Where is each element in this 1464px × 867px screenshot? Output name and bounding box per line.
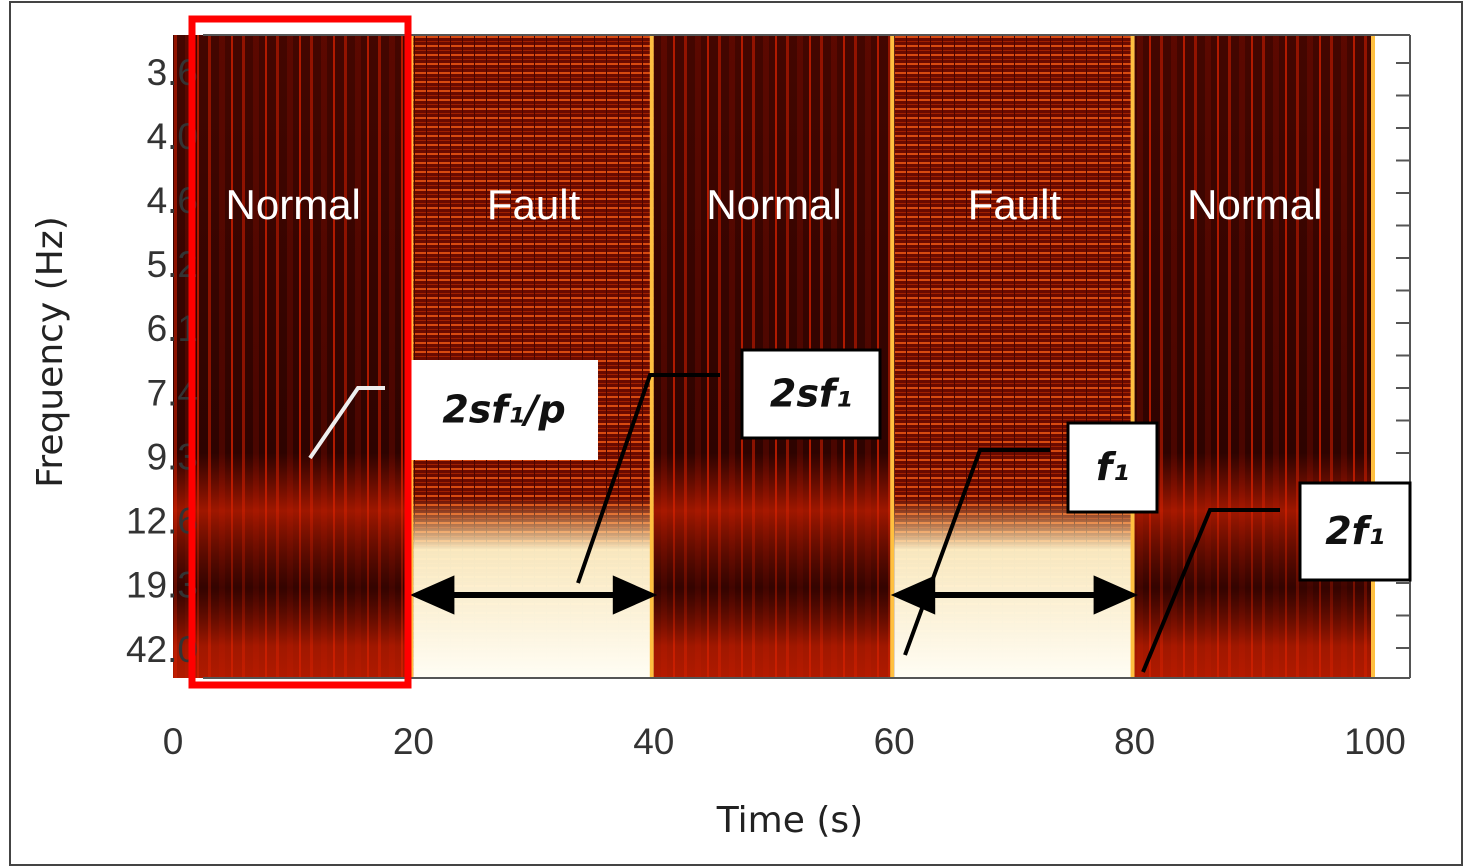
leader-line bbox=[308, 386, 385, 460]
boundary bbox=[1371, 35, 1375, 678]
region-label: Normal bbox=[1187, 181, 1322, 228]
x-tick-label: 0 bbox=[163, 721, 184, 762]
annotation-box bbox=[1066, 421, 1159, 514]
region-label: Fault bbox=[968, 181, 1062, 228]
y-tick-label: 42.0 bbox=[126, 629, 198, 670]
boundary bbox=[649, 35, 654, 678]
x-tick-label: 80 bbox=[1114, 721, 1155, 762]
page-frame bbox=[9, 1, 1463, 866]
annotation: 2sf₁ bbox=[770, 372, 852, 416]
leader-line bbox=[576, 373, 720, 584]
annotation: 2sf₁/p bbox=[442, 388, 565, 432]
spectrogram-glow bbox=[173, 35, 414, 678]
leader-line bbox=[1141, 508, 1280, 673]
boundary bbox=[890, 35, 895, 678]
highlight-box bbox=[188, 15, 412, 689]
y-axis-title: Frequency (Hz) bbox=[30, 216, 71, 487]
x-tick-label: 100 bbox=[1344, 721, 1406, 762]
annotation: f₁ bbox=[1096, 445, 1129, 489]
region-label: Normal bbox=[706, 181, 841, 228]
annotation: 2f₁ bbox=[1325, 509, 1385, 553]
leader-line bbox=[903, 448, 1050, 656]
region-label: Fault bbox=[487, 181, 581, 228]
double-arrow bbox=[890, 575, 1139, 615]
spectrogram-glow bbox=[413, 35, 654, 678]
spectrogram-glow bbox=[1134, 35, 1375, 678]
boundary bbox=[1130, 35, 1135, 678]
annotation-box bbox=[740, 348, 882, 440]
x-tick-label: 40 bbox=[633, 721, 674, 762]
region-label: Normal bbox=[226, 181, 361, 228]
plot: Normal Fault Normal Fault Normal3.64.04.65.2… bbox=[126, 34, 1412, 762]
double-arrow bbox=[409, 575, 658, 615]
x-axis-title: Time (s) bbox=[716, 800, 863, 841]
annotation-box bbox=[410, 360, 598, 460]
y-tick-label: 12.6 bbox=[126, 501, 198, 542]
y-tick-label: 19.3 bbox=[126, 565, 198, 606]
x-tick-label: 60 bbox=[874, 721, 915, 762]
annotation-box bbox=[1298, 481, 1412, 582]
x-tick-label: 20 bbox=[393, 721, 434, 762]
